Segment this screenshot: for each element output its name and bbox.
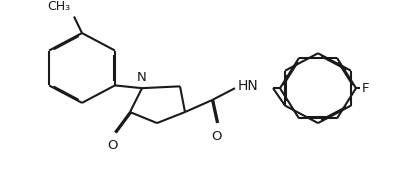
Text: HN: HN	[238, 79, 259, 93]
Text: O: O	[212, 129, 222, 142]
Text: F: F	[362, 82, 370, 95]
Text: O: O	[108, 139, 118, 152]
Text: N: N	[137, 71, 147, 84]
Text: CH₃: CH₃	[47, 0, 70, 13]
